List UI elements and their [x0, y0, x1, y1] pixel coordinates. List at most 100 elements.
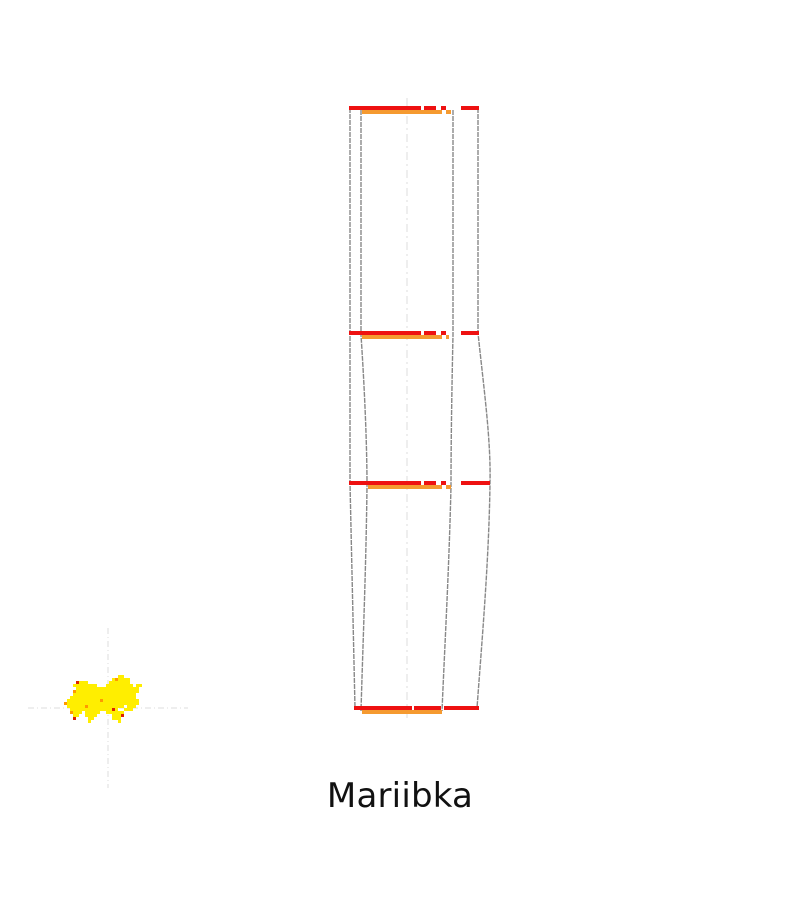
blob-pixel: [109, 702, 112, 705]
blob-pixel: [73, 699, 76, 702]
caption-label: Mariibka: [326, 776, 474, 816]
blob-pixel: [88, 696, 91, 699]
blob-pixel: [124, 708, 127, 711]
blob-pixel: [106, 708, 109, 711]
blob-pixel: [109, 696, 112, 699]
blob-pixel: [112, 681, 115, 684]
blob-pixel: [130, 684, 133, 687]
blob-pixel: [88, 690, 91, 693]
blob-pixel: [106, 687, 109, 690]
blob-pixel: [76, 687, 79, 690]
blob-pixel: [130, 699, 133, 702]
blob-pixel: [133, 705, 136, 708]
blob-pixel: [121, 678, 124, 681]
blob-pixel: [115, 714, 118, 717]
blob-pixel: [130, 696, 133, 699]
outer-band: [461, 106, 479, 110]
blob-pixel: [91, 708, 94, 711]
blob-pixel: [73, 702, 76, 705]
blob-pixel: [136, 690, 139, 693]
blob-pixel: [85, 687, 88, 690]
blob-pixel: [127, 678, 130, 681]
blob-pixel: [133, 687, 136, 690]
outer-outline-left: [349, 108, 356, 709]
blob-pixel: [124, 684, 127, 687]
blob-pixel: [130, 708, 133, 711]
blob-pixel: [118, 681, 121, 684]
blob-pixel: [70, 705, 73, 708]
blob-pixel: [124, 693, 127, 696]
blob-pixel: [118, 690, 121, 693]
blob-pixel: [82, 684, 85, 687]
blob-pixel: [124, 678, 127, 681]
blob-pixel: [124, 699, 127, 702]
blob-pixel: [127, 699, 130, 702]
blob-pixel: [94, 687, 97, 690]
blob-pixel: [103, 705, 106, 708]
blob-pixel: [76, 693, 79, 696]
blob-pixel: [127, 684, 130, 687]
blob-pixel: [115, 696, 118, 699]
blob-pixel: [85, 702, 88, 705]
blob-pixel: [112, 696, 115, 699]
blob-pixel: [88, 714, 91, 717]
blob-pixel: [79, 690, 82, 693]
blob-pixel: [67, 699, 70, 702]
blob-pixel: [91, 702, 94, 705]
blob-pixel: [121, 675, 124, 678]
blob-pixel: [133, 693, 136, 696]
blob-pixel: [97, 687, 100, 690]
blob-pixel: [115, 702, 118, 705]
blob-pixel: [94, 690, 97, 693]
blob-pixel: [82, 699, 85, 702]
outer-band: [354, 706, 412, 710]
blob-pixel: [127, 696, 130, 699]
blob-pixel: [79, 696, 82, 699]
blob-pixel: [88, 711, 91, 714]
blob-pixel: [70, 708, 73, 711]
blob-pixel: [97, 705, 100, 708]
blob-pixel: [73, 708, 76, 711]
outer-band: [349, 331, 421, 335]
blob-pixel: [103, 708, 106, 711]
blob-pixel: [76, 711, 79, 714]
blob-pixel: [73, 714, 76, 717]
blob-pixel: [118, 687, 121, 690]
blob-pixel: [79, 699, 82, 702]
blob-pixel: [79, 711, 82, 714]
blob-pixel: [79, 684, 82, 687]
blob-pixel: [112, 690, 115, 693]
outer-band: [461, 331, 479, 335]
blob-pixel: [118, 678, 121, 681]
outer-band: [349, 481, 372, 485]
blob-pixel: [133, 696, 136, 699]
blob-pixel: [82, 696, 85, 699]
blob-pixel: [109, 699, 112, 702]
blob-pixel: [85, 690, 88, 693]
blob-pixel: [70, 702, 73, 705]
blob-pixel: [73, 693, 76, 696]
blob-pixel: [109, 681, 112, 684]
blob-pixel: [94, 711, 97, 714]
blob-pixel: [91, 714, 94, 717]
blob-pixel: [73, 711, 76, 714]
profile-level-bottom: [354, 706, 479, 714]
blob-pixel: [94, 684, 97, 687]
blob-pixel: [106, 705, 109, 708]
profile-level-top: [349, 106, 479, 114]
blob-pixel: [73, 690, 76, 693]
inner-band: [446, 485, 451, 489]
blob-pixel: [103, 690, 106, 693]
blob-pixel: [124, 681, 127, 684]
blob-pixel: [100, 696, 103, 699]
blob-pixel: [115, 717, 118, 720]
blob-pixel: [76, 705, 79, 708]
blob-pixel: [76, 681, 79, 684]
blob-pixel: [85, 705, 88, 708]
blob-pixel: [121, 687, 124, 690]
blob-pixel: [85, 714, 88, 717]
blob-pixel: [127, 690, 130, 693]
blob-pixel: [76, 696, 79, 699]
blob-pixel: [115, 708, 118, 711]
blob-pixel: [103, 699, 106, 702]
